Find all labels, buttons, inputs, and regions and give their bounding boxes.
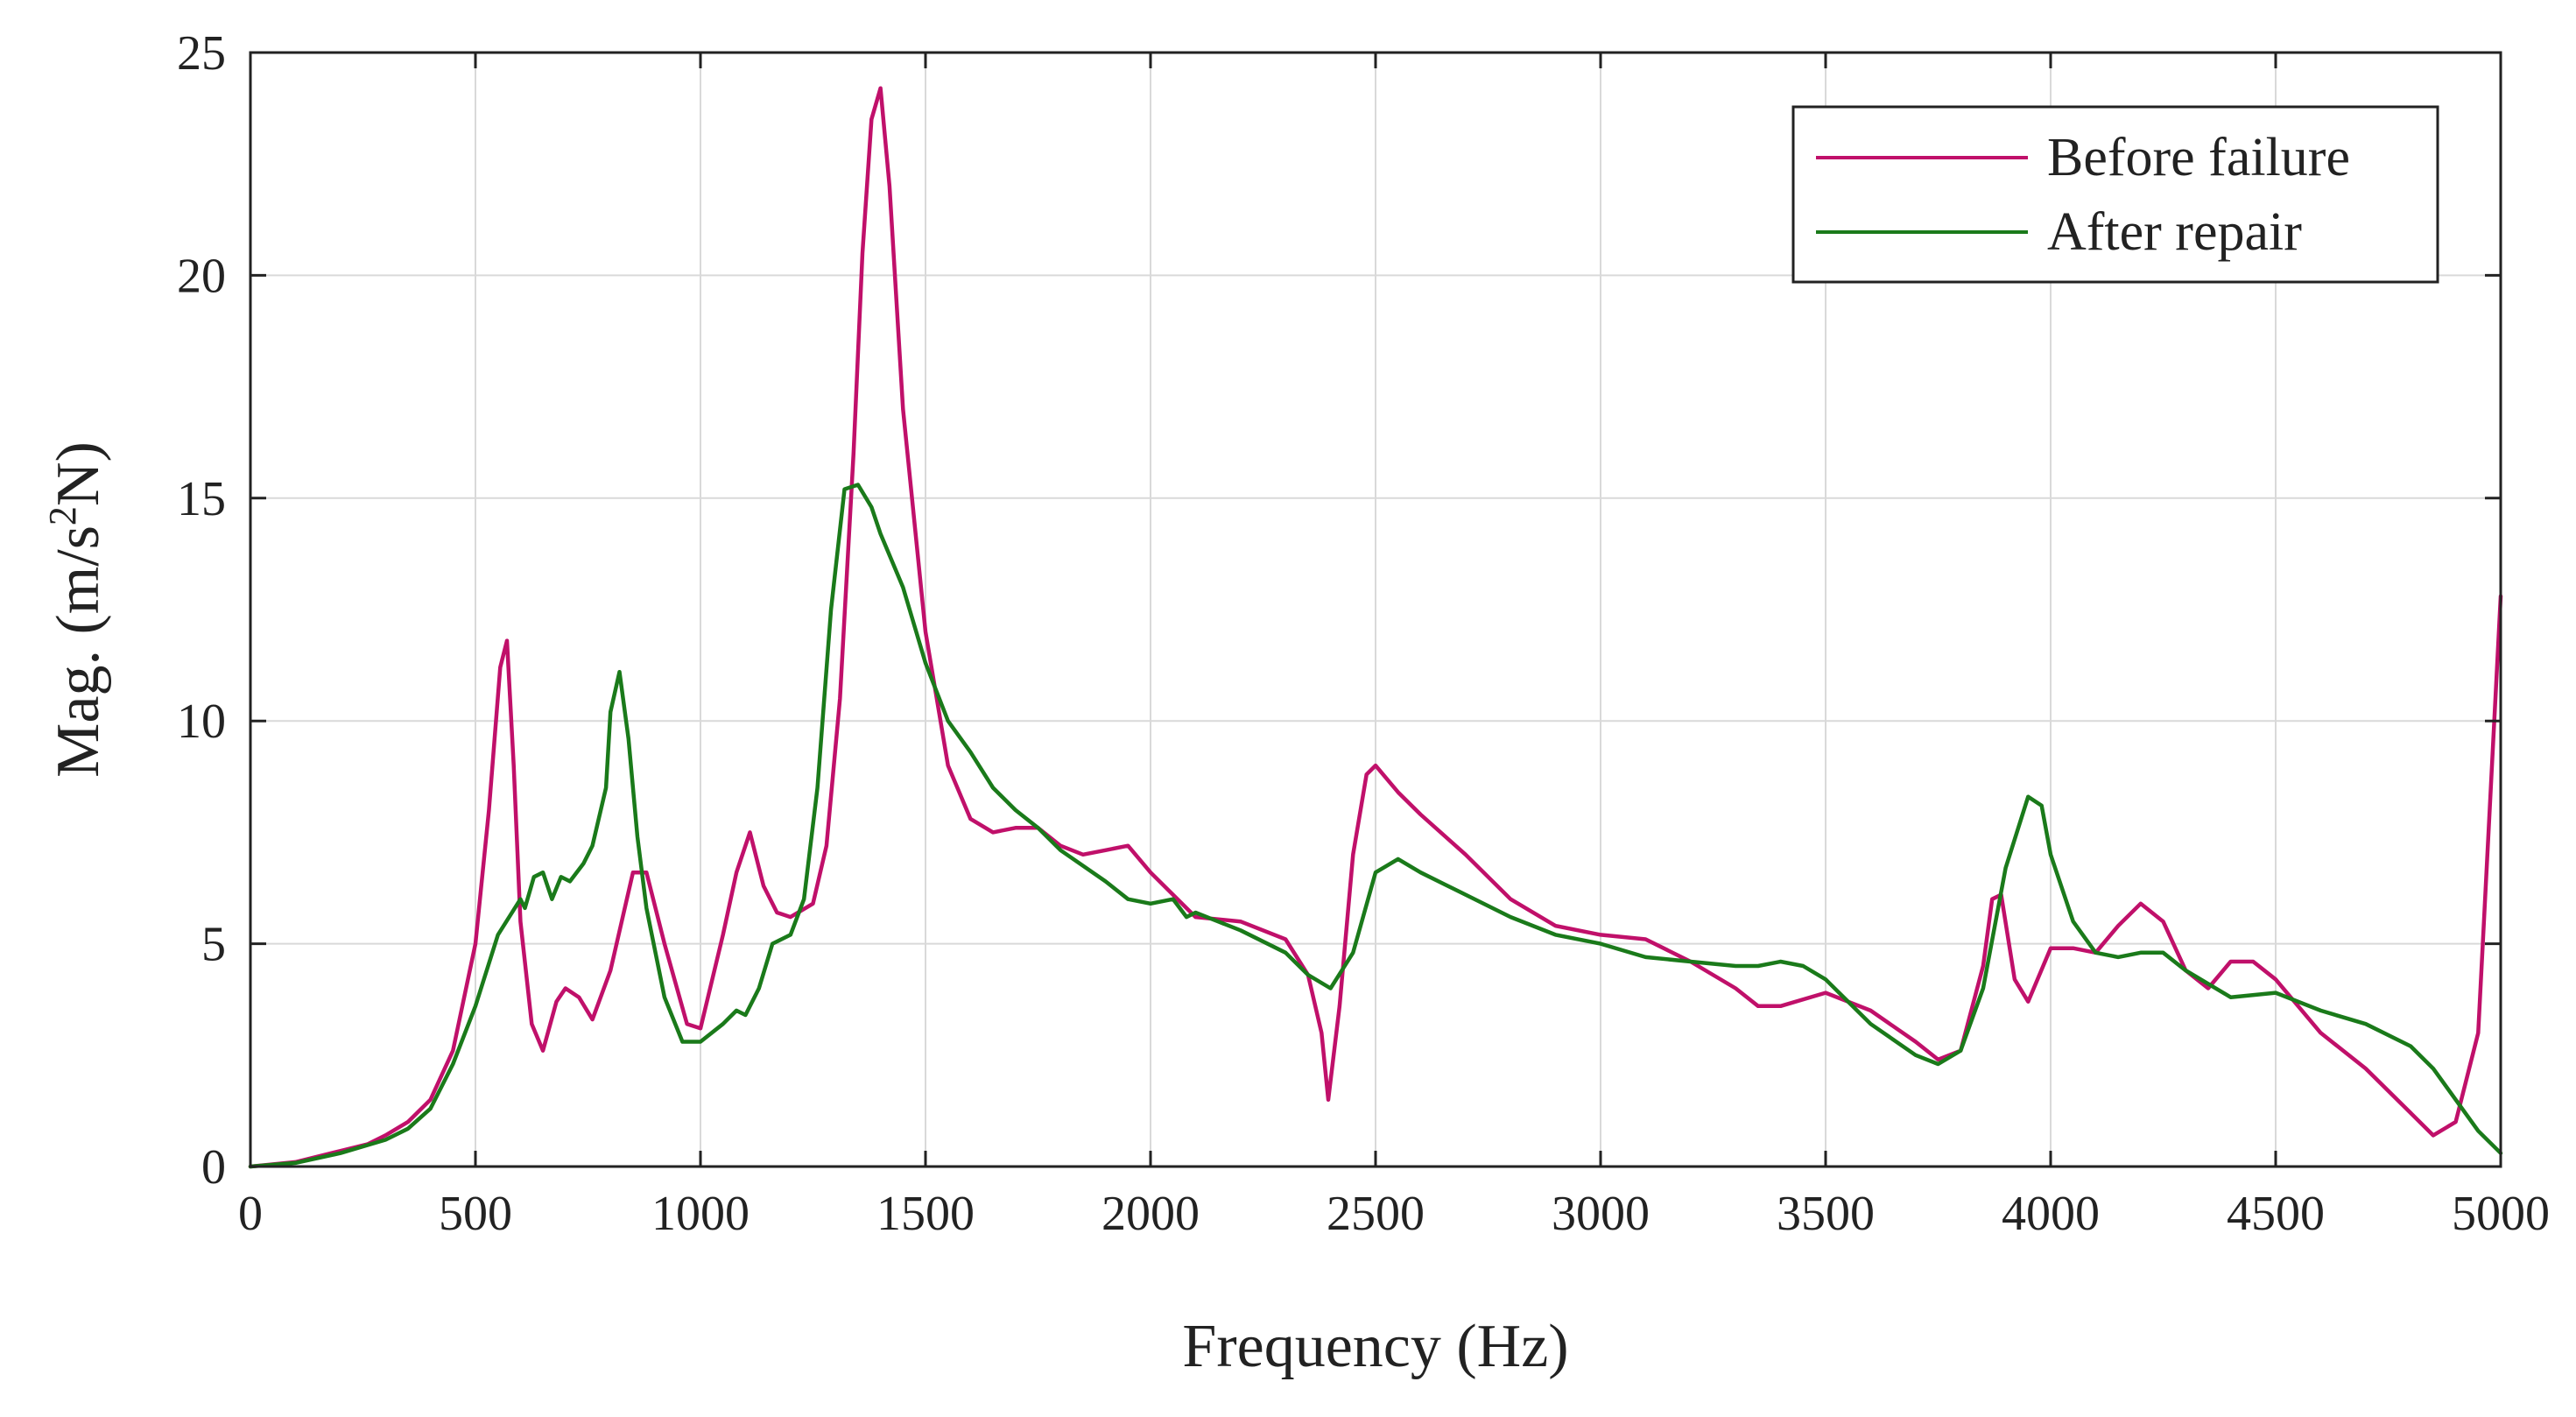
legend-box	[1791, 105, 2439, 284]
legend-label-before-failure: Before failure	[2047, 128, 2350, 187]
y-tick-label-15: 15	[177, 472, 226, 526]
y-tick-label-5: 5	[201, 918, 226, 972]
x-tick-label-0: 0	[238, 1187, 263, 1241]
x-tick-label-1500: 1500	[876, 1187, 975, 1241]
series-line-after-repair	[248, 483, 2503, 1169]
legend-label-after-repair: After repair	[2047, 202, 2302, 262]
y-tick-label-25: 25	[177, 26, 226, 81]
x-tick-label-4000: 4000	[2002, 1187, 2100, 1241]
x-axis-title: Frequency (Hz)	[1182, 1313, 1568, 1380]
series-line-before-failure	[248, 86, 2503, 1169]
y-axis-title-main: Mag. (m/s	[45, 525, 112, 778]
x-tick-label-3500: 3500	[1777, 1187, 1875, 1241]
series-lines	[248, 86, 2503, 1169]
x-tick-labels: 0 500 1000 1500 2000 2500 3000 3500 4000 4500 5000	[238, 1187, 2550, 1241]
x-tick-label-5000: 5000	[2452, 1187, 2550, 1241]
y-axis-title-superscript: 2	[41, 506, 84, 525]
y-axis-title: Mag. (m/s2N)	[41, 441, 112, 778]
x-tick-label-4500: 4500	[2227, 1187, 2325, 1241]
y-tick-labels: 0 5 10 15 20 25	[177, 26, 226, 1195]
x-tick-label-3000: 3000	[1552, 1187, 1650, 1241]
ticks	[249, 51, 2502, 1168]
y-tick-label-0: 0	[201, 1140, 226, 1195]
y-tick-label-10: 10	[177, 694, 226, 749]
y-tick-label-20: 20	[177, 249, 226, 303]
x-tick-label-1000: 1000	[651, 1187, 750, 1241]
x-tick-label-500: 500	[439, 1187, 512, 1241]
x-tick-label-2500: 2500	[1327, 1187, 1425, 1241]
y-axis-title-tail: N)	[45, 441, 112, 506]
legend: Before failure After repair	[1791, 105, 2439, 284]
x-tick-label-2000: 2000	[1101, 1187, 1200, 1241]
